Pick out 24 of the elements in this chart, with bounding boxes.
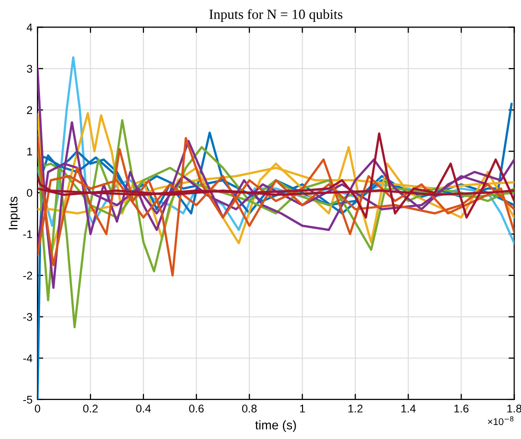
x-tick-label: 1.8 (507, 404, 521, 413)
x-tick-label: 1.4 (401, 404, 416, 412)
y-axis-title: Inputs (8, 196, 20, 230)
x-tick-label: 1.6 (454, 404, 468, 413)
y-tick-label: 2 (27, 106, 32, 114)
y-tick-label: 0 (26, 188, 32, 197)
text: ×10$^{−8}$ (488, 416, 514, 426)
x-tick-label: 0.6 (189, 404, 204, 413)
y-tick-label: 4 (26, 24, 32, 32)
y-tick-label: -3 (23, 313, 32, 321)
x-tick-label: 0.4 (136, 404, 151, 413)
x-tick-label: 0 (34, 404, 40, 413)
x-tick-label: 0.8 (242, 404, 257, 413)
y-tick-label: -2 (23, 272, 32, 280)
y-tick-label: -5 (23, 396, 32, 404)
y-tick-label: 3 (26, 64, 32, 73)
chart-title: Inputs for N = 10 qubits (209, 9, 342, 22)
x-tick-label: 1 (300, 404, 305, 412)
y-tick-label: 1 (27, 148, 32, 156)
y-tick-label: -4 (23, 354, 32, 362)
y-tick-label: -1 (23, 230, 32, 238)
x-tick-label: 1.2 (348, 404, 362, 412)
x-tick-label: 0.2 (83, 404, 98, 413)
x-axis-title: time (s) (255, 420, 296, 432)
